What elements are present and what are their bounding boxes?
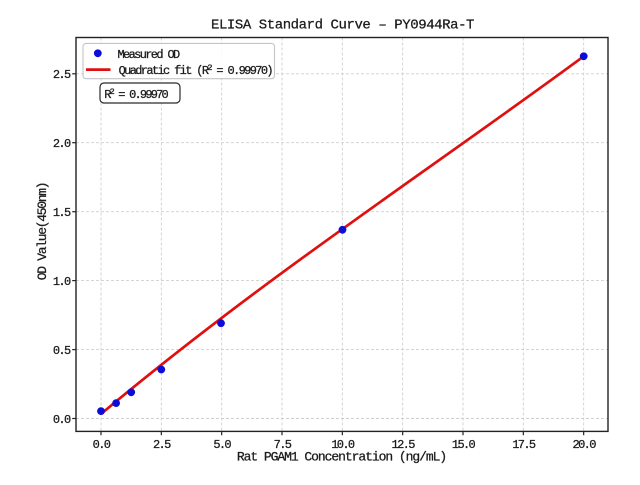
svg-text:20.0: 20.0 bbox=[573, 438, 597, 452]
svg-text:0.0: 0.0 bbox=[93, 438, 111, 452]
svg-text:2.5: 2.5 bbox=[153, 438, 171, 452]
svg-text:2.5: 2.5 bbox=[53, 68, 71, 82]
svg-text:0.5: 0.5 bbox=[53, 344, 71, 358]
svg-text:7.5: 7.5 bbox=[274, 438, 292, 452]
svg-text:OD Value(450nm): OD Value(450nm) bbox=[35, 183, 50, 281]
svg-text:12.5: 12.5 bbox=[392, 438, 416, 452]
svg-text:ELISA Standard Curve – PY0944R: ELISA Standard Curve – PY0944Ra-T bbox=[211, 17, 474, 33]
svg-text:2.0: 2.0 bbox=[53, 137, 71, 151]
svg-text:R2 = 0.99970: R2 = 0.99970 bbox=[104, 87, 168, 102]
svg-text:5.0: 5.0 bbox=[213, 438, 231, 452]
svg-text:1.5: 1.5 bbox=[53, 206, 71, 220]
svg-text:17.5: 17.5 bbox=[512, 438, 536, 452]
svg-text:Measured OD: Measured OD bbox=[118, 48, 181, 62]
svg-text:15.0: 15.0 bbox=[452, 438, 476, 452]
svg-text:1.0: 1.0 bbox=[53, 275, 71, 289]
svg-text:10.0: 10.0 bbox=[331, 438, 355, 452]
svg-text:Rat PGAM1 Concentration (ng/mL: Rat PGAM1 Concentration (ng/mL) bbox=[237, 450, 446, 465]
svg-text:0.0: 0.0 bbox=[53, 413, 71, 427]
svg-text:Quadratic fit (R2 = 0.99970): Quadratic fit (R2 = 0.99970) bbox=[119, 63, 273, 78]
